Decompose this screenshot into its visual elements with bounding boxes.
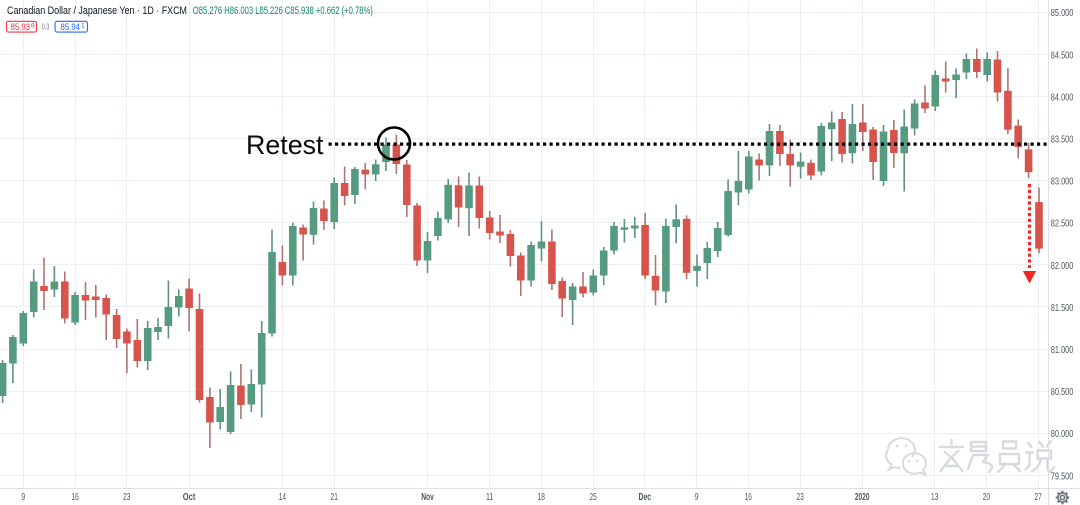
svg-text:8: 8 [31, 23, 35, 30]
svg-text:20: 20 [983, 492, 991, 503]
svg-text:79.500: 79.500 [1051, 471, 1074, 482]
svg-text:9: 9 [695, 492, 699, 503]
svg-text:Oct: Oct [183, 492, 196, 503]
svg-text:84.500: 84.500 [1051, 50, 1074, 61]
svg-text:16: 16 [745, 492, 753, 503]
svg-text:85.94: 85.94 [61, 22, 81, 32]
svg-text:84.000: 84.000 [1051, 92, 1074, 103]
svg-text:21: 21 [331, 492, 339, 503]
svg-text:83.000: 83.000 [1051, 177, 1074, 188]
svg-text:81.000: 81.000 [1051, 345, 1074, 356]
svg-text:Nov: Nov [421, 492, 434, 503]
svg-text:81.500: 81.500 [1051, 303, 1074, 314]
svg-text:82.500: 82.500 [1051, 219, 1074, 230]
svg-text:13: 13 [931, 492, 939, 503]
svg-text:2020: 2020 [855, 492, 870, 503]
svg-text:9: 9 [21, 492, 25, 503]
svg-text:23: 23 [123, 492, 131, 503]
svg-text:Dec: Dec [639, 492, 652, 503]
svg-text:16: 16 [71, 492, 79, 503]
svg-text:11: 11 [486, 492, 494, 503]
svg-text:82.000: 82.000 [1051, 261, 1074, 272]
svg-text:Retest: Retest [246, 129, 324, 160]
svg-text:80.000: 80.000 [1051, 429, 1074, 440]
svg-text:O85.276 H86.003 L85.226 C85.93: O85.276 H86.003 L85.226 C85.938 +0.662 (… [193, 5, 373, 17]
svg-text:27: 27 [1034, 492, 1042, 503]
svg-text:80.500: 80.500 [1051, 387, 1074, 398]
svg-text:23: 23 [796, 492, 804, 503]
svg-text:0.3: 0.3 [42, 22, 50, 31]
svg-text:83.500: 83.500 [1051, 135, 1074, 146]
svg-text:18: 18 [538, 492, 546, 503]
svg-text:1: 1 [81, 23, 85, 30]
svg-text:85.000: 85.000 [1051, 8, 1074, 19]
svg-text:14: 14 [279, 492, 287, 503]
svg-text:Canadian Dollar / Japanese Yen: Canadian Dollar / Japanese Yen · 1D · FX… [7, 5, 187, 17]
svg-text:25: 25 [589, 492, 597, 503]
svg-text:85.93: 85.93 [11, 22, 31, 32]
